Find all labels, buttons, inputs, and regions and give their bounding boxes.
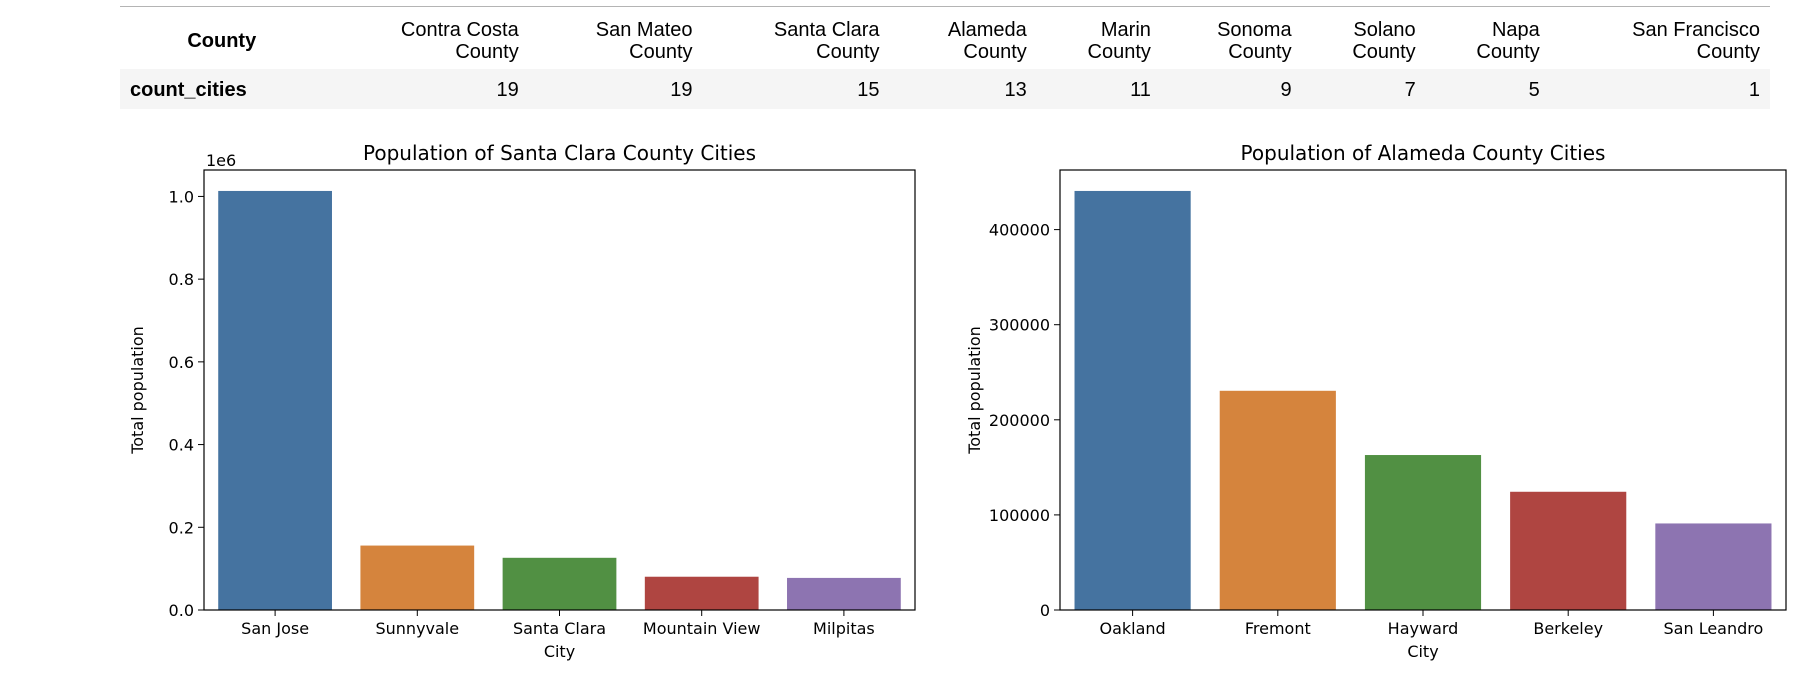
y-tick-label: 200000 xyxy=(989,411,1050,430)
table-cell: 11 xyxy=(1130,79,1151,101)
column-header-line1: Solano xyxy=(1353,19,1416,41)
row-label: count_cities xyxy=(130,79,247,101)
y-tick-label: 1.0 xyxy=(169,187,194,206)
county-table: County Contra Costa County San Mateo Count… xyxy=(120,7,1770,109)
y-axis-label: Total population xyxy=(965,326,984,455)
y-tick-label: 0.2 xyxy=(169,518,194,537)
table-cell: 5 xyxy=(1528,79,1540,101)
bar xyxy=(1510,491,1627,610)
x-axis-label: City xyxy=(544,642,575,661)
y-tick-label: 0.4 xyxy=(169,436,194,455)
column-header: Contra Costa County xyxy=(324,7,529,69)
bar xyxy=(644,576,759,610)
column-header-line2: County xyxy=(1087,41,1151,63)
column-header: San Francisco County xyxy=(1550,7,1770,69)
table-cell: 19 xyxy=(670,79,693,101)
column-header-line1: Santa Clara xyxy=(773,19,880,41)
y-tick-label: 100000 xyxy=(989,506,1050,525)
x-tick-label: Milpitas xyxy=(813,619,875,638)
column-header: San Mateo County xyxy=(529,7,703,69)
bar xyxy=(1364,455,1482,610)
table-cell: 13 xyxy=(1004,79,1027,101)
y-axis-label: Total population xyxy=(128,326,147,455)
bar xyxy=(1219,390,1336,610)
x-tick-label: Sunnyvale xyxy=(375,619,459,638)
bar xyxy=(218,190,332,610)
table-cell: 19 xyxy=(496,79,519,101)
x-tick-label: San Jose xyxy=(241,619,309,638)
column-header-line2: County xyxy=(1476,41,1540,63)
column-header: Alameda County xyxy=(890,7,1037,69)
column-header: Santa Clara County xyxy=(703,7,890,69)
column-header-line1: San Mateo xyxy=(595,19,693,41)
y-tick-label: 400000 xyxy=(989,221,1050,240)
bar xyxy=(360,545,475,610)
column-header: Napa County xyxy=(1426,7,1550,69)
column-header-line1: Napa xyxy=(1491,19,1540,41)
column-header-line2: County xyxy=(629,41,693,63)
table-cell: 7 xyxy=(1404,79,1416,101)
y-tick-label: 0.8 xyxy=(169,270,194,289)
table-row: count_cities 19 19 15 13 11 9 7 5 1 xyxy=(120,69,1770,109)
column-header-line1: Sonoma xyxy=(1217,19,1292,41)
table-header-row: County Contra Costa County San Mateo Count… xyxy=(120,7,1770,69)
x-tick-label: Hayward xyxy=(1388,619,1459,638)
x-tick-label: Berkeley xyxy=(1533,619,1603,638)
y-tick-label: 300000 xyxy=(989,316,1050,335)
table-cell: 1 xyxy=(1748,79,1760,101)
y-tick-label: 0.6 xyxy=(169,353,194,372)
column-header-line1: San Francisco xyxy=(1632,19,1760,41)
column-header-line1: Marin xyxy=(1100,19,1151,41)
x-tick-label: Mountain View xyxy=(643,619,761,638)
column-header-line2: County xyxy=(1352,41,1416,63)
table-top-rule xyxy=(120,6,1770,7)
column-header-line2: County xyxy=(816,41,880,63)
chart-title: Population of Alameda County Cities xyxy=(1241,141,1606,165)
county-city-count-table: County Contra Costa County San Mateo Count… xyxy=(120,6,1770,109)
x-tick-label: Oakland xyxy=(1099,619,1165,638)
column-header: Solano County xyxy=(1302,7,1426,69)
column-header-line1: Alameda xyxy=(947,19,1027,41)
bar xyxy=(1655,523,1772,610)
chart-title: Population of Santa Clara County Cities xyxy=(363,141,756,165)
column-header: Marin County xyxy=(1037,7,1161,69)
x-axis-label: City xyxy=(1407,642,1438,661)
table-cell: 9 xyxy=(1280,79,1292,101)
column-header-line2: County xyxy=(455,41,519,63)
bar xyxy=(787,577,901,610)
column-header: Sonoma County xyxy=(1161,7,1302,69)
axis-offset-label: 1e6 xyxy=(206,151,236,170)
column-header-line2: County xyxy=(1228,41,1292,63)
bar xyxy=(502,557,617,610)
bar xyxy=(1074,190,1191,611)
x-tick-label: San Leandro xyxy=(1664,619,1764,638)
table-cell: 15 xyxy=(857,79,880,101)
column-header-line2: County xyxy=(1696,41,1760,63)
y-tick-label: 0.0 xyxy=(169,601,194,620)
column-header-line2: County xyxy=(963,41,1027,63)
x-tick-label: Santa Clara xyxy=(513,619,606,638)
county-header-label: County xyxy=(187,30,257,52)
column-header-line1: Contra Costa xyxy=(400,19,519,41)
x-tick-label: Fremont xyxy=(1245,619,1311,638)
y-tick-label: 0 xyxy=(1040,601,1050,620)
